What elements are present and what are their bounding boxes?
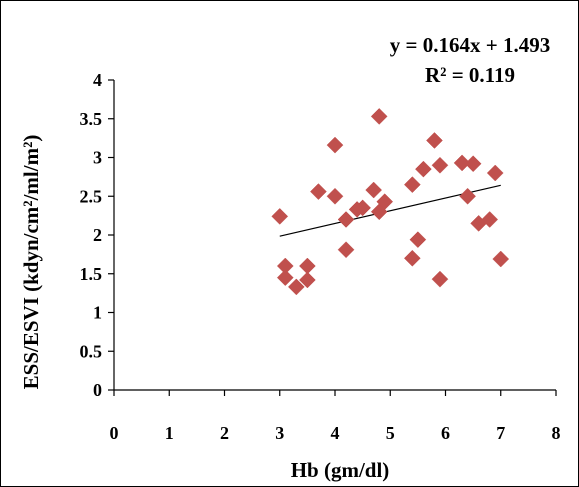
data-point (415, 160, 432, 178)
x-tick-label: 5 (386, 423, 395, 443)
r-squared-label: R² = 0.119 (425, 63, 515, 87)
data-point (370, 108, 388, 125)
data-point (337, 241, 355, 259)
y-tick-label: 2 (93, 225, 102, 245)
x-tick-label: 0 (110, 423, 119, 443)
y-tick-label: 3.5 (80, 109, 103, 129)
x-tick-label: 3 (275, 423, 284, 443)
y-tick-label: 0.5 (80, 341, 103, 361)
data-point (403, 176, 421, 193)
axes (108, 79, 557, 396)
x-tick-label: 6 (441, 423, 450, 443)
data-point (276, 269, 294, 286)
data-point (337, 211, 355, 228)
x-tick-label: 1 (165, 423, 174, 443)
x-tick-label: 8 (552, 423, 561, 443)
data-point (409, 231, 427, 249)
y-tick-label: 0 (93, 380, 102, 400)
y-tick-label: 2.5 (80, 186, 103, 206)
data-point (310, 183, 327, 200)
y-tick-label: 1 (93, 303, 102, 323)
x-tick-label: 7 (496, 423, 505, 443)
y-tick-label: 3 (93, 148, 102, 168)
y-tick-label: 1.5 (80, 264, 103, 284)
data-point (481, 211, 499, 228)
x-tick-label: 4 (331, 423, 340, 443)
data-point (299, 271, 316, 289)
data-point (354, 199, 371, 217)
data-point (459, 187, 476, 205)
data-point (403, 249, 421, 267)
data-point (464, 155, 482, 173)
plot-area (271, 108, 510, 296)
y-axis-title: ESS/ESVI (kdyn/cm²/ml/m²) (19, 135, 43, 390)
data-point (492, 250, 510, 268)
data-point (326, 136, 344, 154)
data-point (287, 278, 305, 296)
trendline-equation: y = 0.164x + 1.493 (390, 33, 550, 57)
data-point (431, 156, 449, 174)
data-point (453, 154, 471, 172)
y-tick-labels: 0 0.5 1 1.5 2 2.5 3 3.5 4 (80, 70, 103, 400)
data-point (431, 270, 449, 288)
data-point (271, 208, 289, 225)
y-tick-label: 4 (93, 70, 102, 90)
data-point (376, 193, 394, 211)
x-tick-label: 2 (220, 423, 229, 443)
data-point (365, 181, 383, 199)
data-point (426, 132, 443, 149)
data-point (486, 164, 504, 182)
x-tick-labels: 0 1 2 3 4 5 6 7 8 (110, 423, 561, 443)
data-point (326, 187, 344, 205)
x-axis-title: Hb (gm/dl) (291, 458, 390, 482)
